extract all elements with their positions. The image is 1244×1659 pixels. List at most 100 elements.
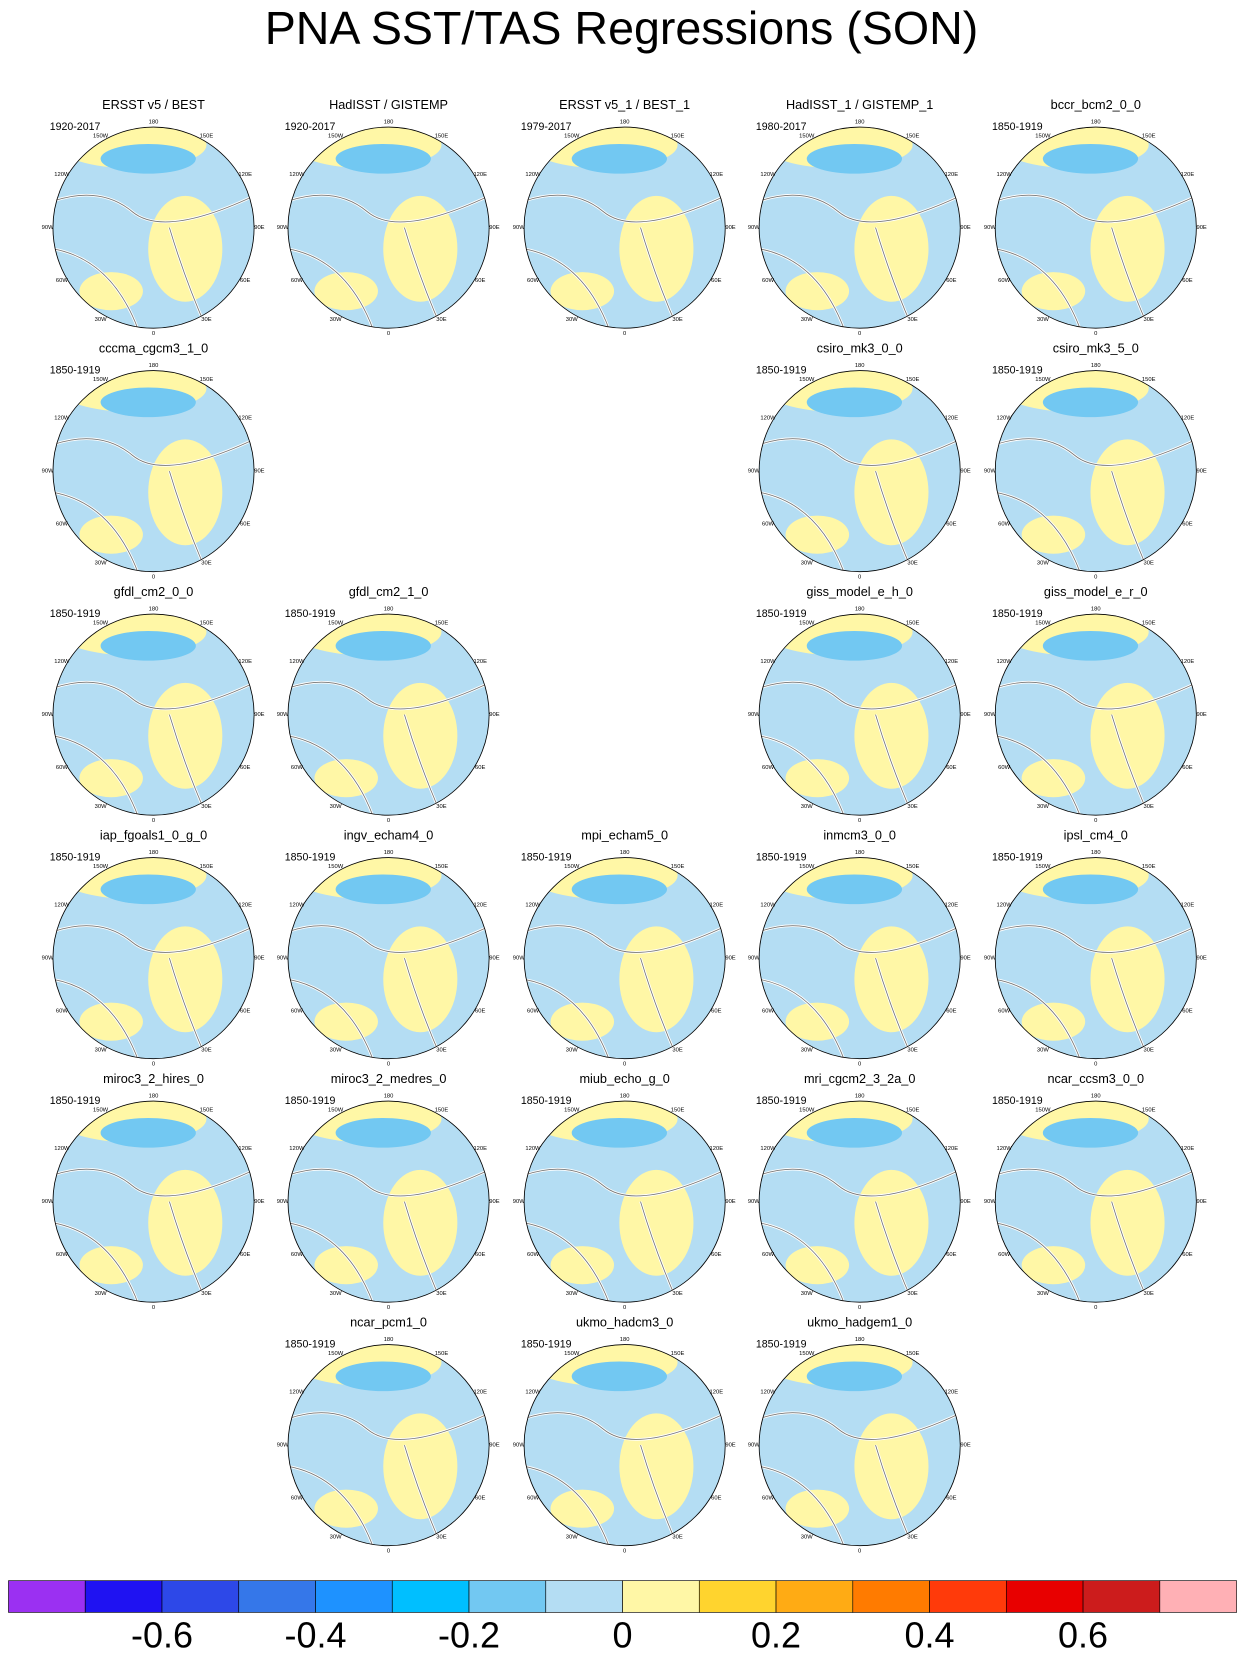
longitude-label: 150W	[799, 1351, 815, 1357]
longitude-label: 30E	[201, 1047, 211, 1053]
longitude-label: 150W	[564, 1107, 580, 1113]
panel-title: ncar_pcm1_0	[350, 1316, 427, 1330]
field-patch	[785, 515, 850, 554]
panel-title: cccma_cgcm3_1_0	[99, 342, 208, 356]
longitude-label: 120E	[1181, 172, 1195, 178]
field-patch	[785, 759, 850, 798]
longitude-label: 0	[152, 818, 155, 824]
field-patch	[854, 682, 929, 789]
panel-title: giss_model_e_r_0	[1044, 585, 1148, 599]
longitude-label: 180	[149, 606, 159, 612]
longitude-label: 150W	[1035, 377, 1051, 383]
longitude-label: 150E	[1142, 620, 1156, 626]
longitude-label: 30E	[907, 1291, 917, 1297]
longitude-label: 0	[152, 331, 155, 337]
longitude-label: 90W	[984, 956, 996, 962]
colorbar-box	[929, 1580, 1007, 1613]
field-patch	[785, 1002, 850, 1041]
longitude-label: 150W	[1035, 864, 1051, 870]
field-patch	[100, 630, 196, 661]
longitude-label: 60W	[762, 1496, 774, 1502]
longitude-label: 150W	[799, 620, 815, 626]
field-patch	[806, 1117, 903, 1148]
map-panel: mri_cgcm2_3_2a_0 1850-1919 0 30E 60E 90E 120E 1…	[748, 1072, 971, 1311]
panel-period: 1850-1919	[50, 608, 101, 620]
map-field	[995, 857, 1197, 1059]
longitude-label: 60W	[762, 765, 774, 771]
map-field	[759, 1101, 961, 1303]
panel-period: 1979-2017	[521, 121, 572, 133]
longitude-label: 90E	[254, 1199, 264, 1205]
map-panel: mpi_echam5_0 1850-1919 0 30E 60E 90E 120E 150E 1…	[513, 829, 736, 1068]
longitude-label: 60E	[946, 1252, 956, 1258]
panel-title: miroc3_2_hires_0	[103, 1072, 204, 1086]
colorbar-box	[1082, 1580, 1161, 1613]
longitude-label: 90W	[277, 225, 289, 231]
colorbar-tick-label: -0.4	[284, 1614, 346, 1655]
longitude-label: 60W	[527, 278, 539, 284]
panel-title: ingv_echam4_0	[344, 829, 434, 843]
map-panel: ncar_pcm1_0 1850-1919 0 30E 60E 90E 120E 150E 18…	[277, 1316, 500, 1555]
longitude-label: 120W	[54, 172, 70, 178]
longitude-label: 0	[623, 331, 626, 337]
field-patch	[1021, 1002, 1086, 1041]
field-patch	[550, 1002, 615, 1041]
longitude-label: 60E	[711, 1009, 721, 1015]
map-border	[287, 1100, 490, 1303]
field-patch	[785, 1489, 850, 1528]
map-field	[759, 857, 961, 1059]
longitude-label: 120E	[473, 1390, 487, 1396]
panel-period: 1850-1919	[521, 1095, 572, 1107]
longitude-label: 120E	[473, 1146, 487, 1152]
longitude-label: 0	[1094, 575, 1097, 581]
longitude-label: 90W	[748, 712, 760, 718]
field-patch	[314, 1002, 378, 1041]
panel-period: 1850-1919	[521, 1338, 572, 1350]
longitude-label: 180	[855, 606, 865, 612]
longitude-label: 150E	[435, 864, 449, 870]
longitude-label: 180	[1091, 363, 1101, 369]
panel-period: 1980-2017	[756, 121, 807, 133]
longitude-label: 120W	[54, 659, 70, 665]
map-border	[758, 613, 961, 816]
longitude-label: 30E	[1144, 1047, 1154, 1053]
longitude-label: 150E	[1142, 1107, 1156, 1113]
longitude-label: 180	[620, 119, 630, 125]
longitude-label: 60E	[1182, 765, 1192, 771]
longitude-label: 30E	[672, 1291, 682, 1297]
colorbar-box	[161, 1580, 240, 1613]
longitude-label: 120W	[760, 659, 776, 665]
field-patch	[314, 272, 378, 311]
map-field	[52, 614, 255, 816]
longitude-label: 150E	[435, 1351, 449, 1357]
field-patch	[619, 926, 694, 1033]
longitude-label: 120W	[525, 1390, 541, 1396]
colorbar-box	[391, 1580, 470, 1613]
longitude-label: 0	[1094, 1305, 1097, 1311]
longitude-label: 150W	[564, 1351, 580, 1357]
panel-title: mpi_echam5_0	[581, 829, 668, 843]
field-patch	[314, 1246, 378, 1285]
longitude-label: 90E	[960, 469, 970, 475]
longitude-label: 90E	[725, 956, 735, 962]
longitude-label: 30E	[1144, 317, 1154, 323]
map-border	[994, 370, 1197, 573]
figure-title: PNA SST/TAS Regressions (SON)	[265, 2, 979, 54]
field-patch	[806, 874, 903, 905]
panel-period: 1850-1919	[285, 851, 336, 863]
longitude-label: 120E	[473, 172, 487, 178]
longitude-label: 120E	[1181, 416, 1195, 422]
panel-period: 1850-1919	[50, 851, 101, 863]
longitude-label: 90E	[489, 956, 499, 962]
panel-period: 1850-1919	[756, 851, 807, 863]
longitude-label: 0	[623, 1062, 626, 1068]
panels: ERSST v5 / BEST1920-2017030E60E90E120E15…	[42, 98, 1207, 1554]
map-field	[524, 1344, 726, 1546]
longitude-label: 120E	[945, 416, 959, 422]
longitude-label: 30E	[907, 560, 917, 566]
map-border	[523, 1344, 726, 1547]
colorbar-box	[852, 1580, 930, 1613]
field-patch	[314, 1489, 378, 1528]
longitude-label: 180	[149, 363, 159, 369]
